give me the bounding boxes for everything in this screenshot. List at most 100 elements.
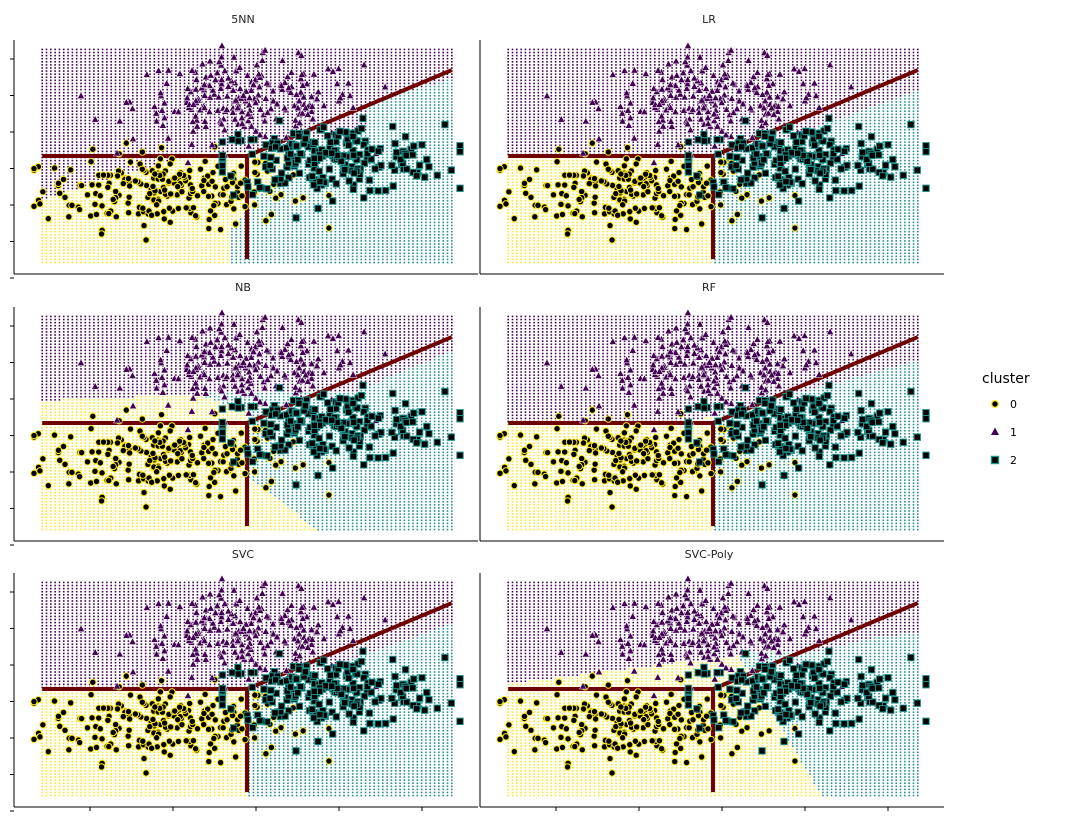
region-cell bbox=[63, 243, 65, 245]
region-cell bbox=[85, 249, 87, 251]
region-cell bbox=[41, 70, 43, 72]
region-cell bbox=[50, 98, 52, 100]
region-cell bbox=[80, 191, 82, 193]
region-cell bbox=[41, 117, 43, 119]
region-cell bbox=[76, 163, 78, 165]
region-cell bbox=[59, 83, 61, 85]
region-cell bbox=[63, 206, 65, 208]
region-cell bbox=[41, 259, 43, 261]
region-cell bbox=[54, 222, 56, 224]
region-cell bbox=[63, 61, 65, 63]
region-cell bbox=[46, 101, 48, 103]
region-cell bbox=[54, 219, 56, 221]
region-cell bbox=[41, 212, 43, 214]
region-cell bbox=[41, 178, 43, 180]
region-cell bbox=[59, 114, 61, 116]
region-cell bbox=[63, 73, 65, 75]
region-cell bbox=[54, 126, 56, 128]
region-cell bbox=[76, 86, 78, 88]
region-cell bbox=[63, 123, 65, 125]
region-cell bbox=[50, 256, 52, 258]
region-cell bbox=[85, 246, 87, 248]
region-cell bbox=[54, 262, 56, 264]
region-cell bbox=[46, 114, 48, 116]
region-cell bbox=[54, 70, 56, 72]
region-cell bbox=[59, 129, 61, 131]
region-cell bbox=[41, 222, 43, 224]
region-cell bbox=[50, 132, 52, 134]
region-cell bbox=[76, 141, 78, 143]
region-cell bbox=[50, 135, 52, 137]
region-cell bbox=[80, 172, 82, 174]
region-cell bbox=[59, 228, 61, 230]
region-cell bbox=[72, 114, 74, 116]
region-cell bbox=[67, 73, 69, 75]
region-cell bbox=[46, 246, 48, 248]
region-cell bbox=[85, 222, 87, 224]
region-cell bbox=[63, 225, 65, 227]
region-cell bbox=[41, 73, 43, 75]
region-cell bbox=[54, 86, 56, 88]
region-cell bbox=[54, 104, 56, 106]
region-cell bbox=[41, 76, 43, 78]
region-cell bbox=[59, 209, 61, 211]
region-cell bbox=[85, 129, 87, 131]
region-cell bbox=[85, 166, 87, 168]
region-cell bbox=[50, 160, 52, 162]
region-cell bbox=[46, 243, 48, 245]
region-cell bbox=[67, 200, 69, 202]
region-cell bbox=[80, 160, 82, 162]
region-cell bbox=[54, 92, 56, 94]
region-cell bbox=[72, 231, 74, 233]
region-cell bbox=[67, 259, 69, 261]
region-cell bbox=[54, 178, 56, 180]
region-cell bbox=[72, 141, 74, 143]
region-cell bbox=[59, 61, 61, 63]
region-cell bbox=[59, 243, 61, 245]
region-cell bbox=[59, 160, 61, 162]
region-cell bbox=[54, 61, 56, 63]
region-cell bbox=[59, 262, 61, 264]
region-cell bbox=[63, 132, 65, 134]
region-cell bbox=[41, 55, 43, 57]
region-cell bbox=[72, 209, 74, 211]
region-cell bbox=[59, 151, 61, 153]
region-cell bbox=[85, 135, 87, 137]
region-cell bbox=[72, 67, 74, 69]
region-cell bbox=[80, 101, 82, 103]
region-cell bbox=[54, 98, 56, 100]
region-cell bbox=[80, 144, 82, 146]
region-cell bbox=[50, 231, 52, 233]
region-cell bbox=[54, 132, 56, 134]
region-cell bbox=[59, 166, 61, 168]
region-cell bbox=[72, 80, 74, 82]
region-cell bbox=[59, 240, 61, 242]
region-cell bbox=[80, 197, 82, 199]
region-cell bbox=[50, 212, 52, 214]
region-cell bbox=[50, 191, 52, 193]
region-cell bbox=[50, 147, 52, 149]
region-cell bbox=[54, 120, 56, 122]
region-cell bbox=[46, 80, 48, 82]
region-cell bbox=[41, 135, 43, 137]
region-cell bbox=[72, 259, 74, 261]
region-cell bbox=[76, 234, 78, 236]
region-cell bbox=[76, 135, 78, 137]
region-cell bbox=[67, 185, 69, 187]
region-cell bbox=[67, 175, 69, 177]
region-cell bbox=[63, 246, 65, 248]
region-cell bbox=[41, 252, 43, 254]
region-cell bbox=[63, 219, 65, 221]
region-cell bbox=[72, 256, 74, 258]
region-cell bbox=[59, 110, 61, 112]
region-cell bbox=[72, 160, 74, 162]
region-cell bbox=[80, 215, 82, 217]
region-cell bbox=[67, 225, 69, 227]
region-cell bbox=[59, 98, 61, 100]
region-cell bbox=[72, 98, 74, 100]
region-cell bbox=[54, 175, 56, 177]
region-cell bbox=[63, 237, 65, 239]
region-cell bbox=[67, 98, 69, 100]
region-cell bbox=[41, 231, 43, 233]
region-cell bbox=[50, 120, 52, 122]
